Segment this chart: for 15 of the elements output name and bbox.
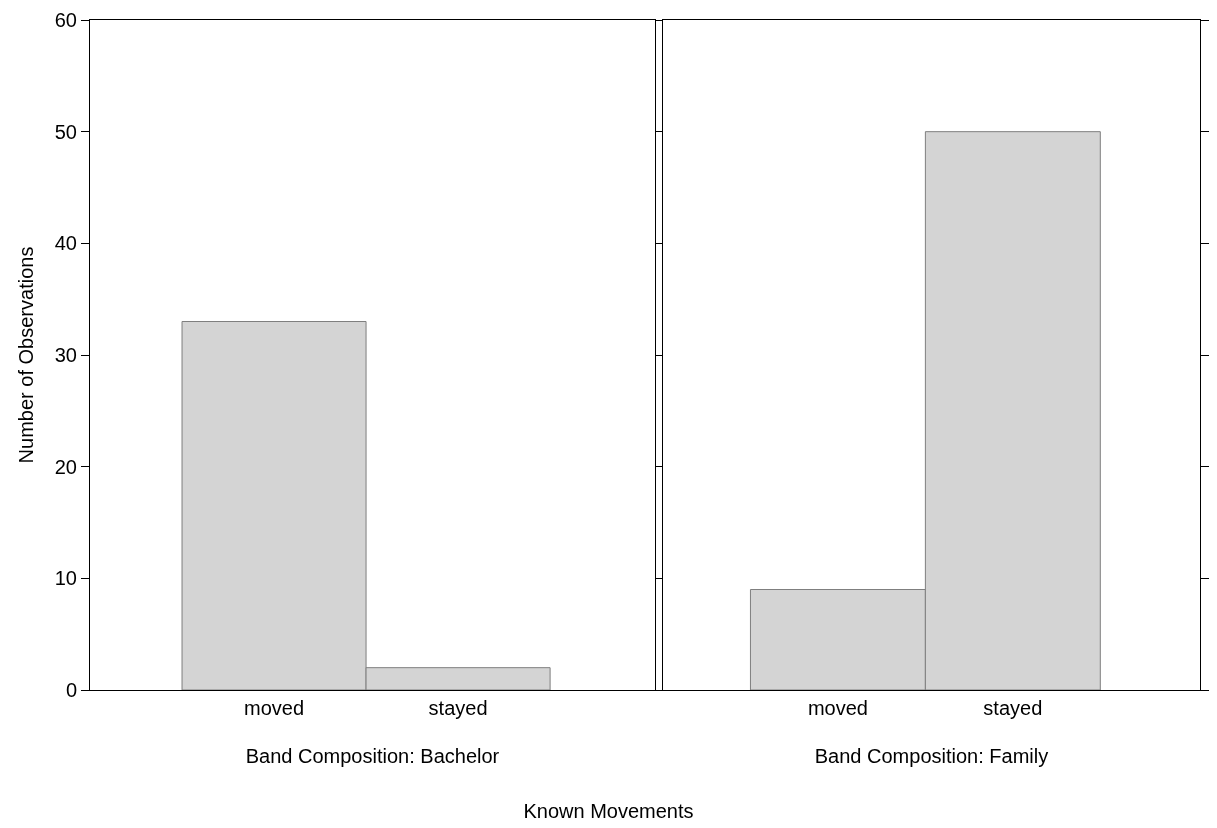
y-tick-label: 40 [54,232,77,255]
text: Known Movements [522,800,695,823]
x-tick-label: stayed [428,697,488,719]
y-tick-label: 30 [54,344,77,366]
x-axis-title: Band Composition: Bachelor [245,744,500,767]
x-tick-label: moved [807,697,868,719]
y-tick-label: 10 [54,567,77,590]
y-tick-label: 60 [54,9,77,31]
y-axis-title: Number of Observations [15,246,38,464]
x-tick-label: stayed [983,697,1043,719]
y-tick-label: 0 [65,679,77,701]
y-tick-label: 50 [54,120,77,143]
x-tick-label: moved [244,697,305,719]
y-tick-label: 20 [54,455,77,478]
x-axis-title: Band Composition: Family [814,744,1049,767]
